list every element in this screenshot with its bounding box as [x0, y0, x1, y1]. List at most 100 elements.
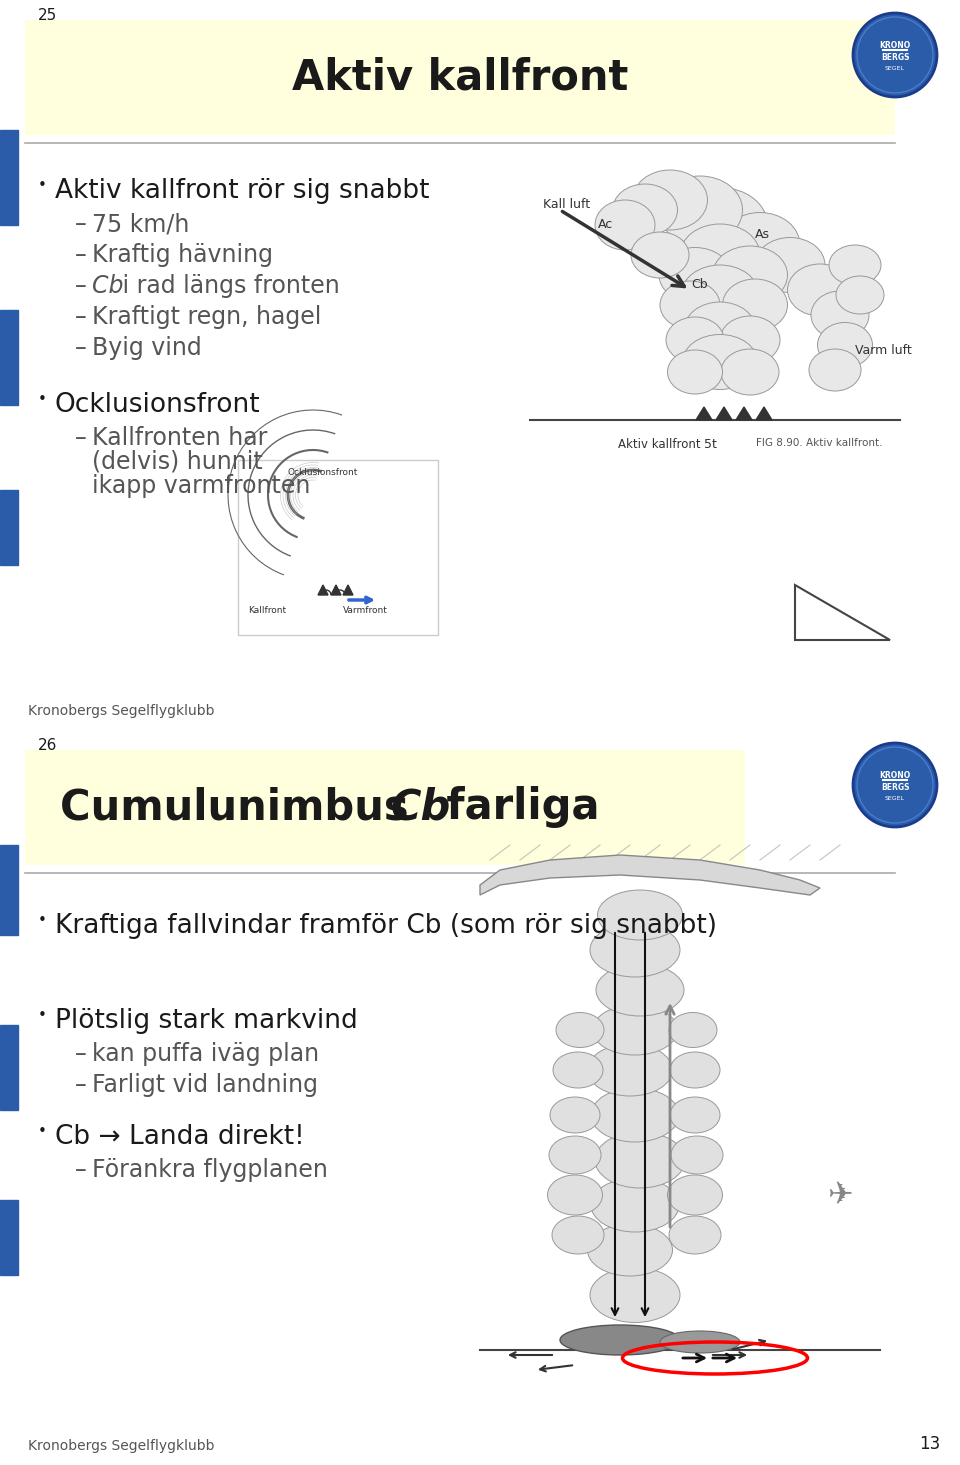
Bar	[20, 0, 955, 730]
Ellipse shape	[670, 1097, 720, 1132]
Text: Cb: Cb	[390, 787, 450, 829]
Text: –: –	[75, 1072, 86, 1097]
Polygon shape	[756, 407, 772, 420]
Ellipse shape	[712, 246, 787, 305]
Ellipse shape	[720, 316, 780, 363]
Text: BERGS: BERGS	[880, 53, 909, 62]
Ellipse shape	[556, 1012, 604, 1047]
Text: Kallfronten har: Kallfronten har	[92, 426, 268, 450]
Ellipse shape	[809, 349, 861, 391]
Ellipse shape	[553, 1052, 603, 1088]
Text: –: –	[75, 1157, 86, 1182]
Ellipse shape	[669, 1012, 717, 1047]
Ellipse shape	[612, 185, 678, 236]
Ellipse shape	[590, 1267, 680, 1323]
Text: (delvis) hunnit: (delvis) hunnit	[92, 450, 263, 475]
Circle shape	[853, 13, 937, 97]
Polygon shape	[716, 407, 732, 420]
Text: 5t: 5t	[704, 438, 716, 451]
Ellipse shape	[631, 231, 689, 278]
Text: KRONO: KRONO	[879, 41, 911, 50]
Text: –: –	[75, 243, 86, 267]
Text: –: –	[75, 335, 86, 360]
Text: Kallfront: Kallfront	[248, 607, 286, 615]
Text: Varmfront: Varmfront	[343, 607, 388, 615]
Text: 13: 13	[919, 1436, 940, 1453]
Ellipse shape	[829, 245, 881, 286]
Text: •: •	[38, 1008, 47, 1023]
Bar	[0, 489, 18, 565]
Ellipse shape	[633, 170, 708, 230]
Text: SEGEL: SEGEL	[885, 66, 905, 72]
Text: ✈: ✈	[828, 1181, 852, 1210]
Polygon shape	[480, 856, 820, 895]
Text: –: –	[75, 274, 86, 297]
Text: –: –	[75, 305, 86, 330]
Ellipse shape	[560, 1324, 680, 1355]
Ellipse shape	[811, 292, 869, 338]
Ellipse shape	[588, 1223, 673, 1276]
Ellipse shape	[549, 1135, 601, 1173]
Text: Förankra flygplanen: Förankra flygplanen	[92, 1157, 328, 1182]
Ellipse shape	[597, 891, 683, 941]
Bar	[20, 730, 955, 1465]
Bar	[238, 460, 438, 634]
Text: Aktiv kallfront rör sig snabbt: Aktiv kallfront rör sig snabbt	[55, 179, 429, 204]
Text: Ocklusionsfront: Ocklusionsfront	[55, 393, 260, 418]
Ellipse shape	[684, 302, 756, 357]
Ellipse shape	[660, 281, 720, 330]
Text: Cb: Cb	[692, 278, 708, 292]
Ellipse shape	[680, 224, 760, 286]
Text: Kronobergs Segelflygklubb: Kronobergs Segelflygklubb	[28, 705, 214, 718]
Ellipse shape	[592, 1005, 678, 1055]
Ellipse shape	[596, 964, 684, 1017]
Ellipse shape	[681, 265, 759, 325]
Ellipse shape	[836, 275, 884, 314]
Ellipse shape	[659, 248, 731, 302]
Text: –: –	[75, 426, 86, 450]
Ellipse shape	[590, 923, 680, 977]
Ellipse shape	[552, 1216, 604, 1254]
Text: SEGEL: SEGEL	[885, 797, 905, 801]
Text: –: –	[75, 1042, 86, 1067]
Text: Kall luft: Kall luft	[543, 198, 590, 211]
Ellipse shape	[547, 1175, 603, 1214]
Ellipse shape	[671, 1135, 723, 1173]
Ellipse shape	[588, 1045, 673, 1096]
Bar	[0, 1200, 18, 1275]
Text: Kraftigt regn, hagel: Kraftigt regn, hagel	[92, 305, 322, 330]
Text: Kraftig hävning: Kraftig hävning	[92, 243, 273, 267]
Text: farliga: farliga	[432, 787, 599, 829]
Ellipse shape	[660, 1332, 740, 1354]
Text: BERGS: BERGS	[880, 782, 909, 791]
Ellipse shape	[595, 1132, 685, 1188]
Text: •: •	[38, 913, 47, 927]
Text: Aktiv kallfront: Aktiv kallfront	[618, 438, 701, 451]
Ellipse shape	[723, 278, 787, 331]
Ellipse shape	[755, 237, 825, 293]
Ellipse shape	[667, 350, 723, 394]
Text: KRONO: KRONO	[879, 771, 911, 779]
Text: 75 km/h: 75 km/h	[92, 212, 189, 236]
Text: 25: 25	[38, 7, 58, 23]
Circle shape	[853, 743, 937, 828]
Ellipse shape	[666, 316, 724, 363]
Bar	[25, 21, 895, 135]
Text: Ocklusionsfront: Ocklusionsfront	[288, 467, 358, 478]
Text: •: •	[38, 1124, 47, 1138]
Text: Cb: Cb	[92, 274, 124, 297]
Ellipse shape	[550, 1097, 600, 1132]
Polygon shape	[318, 585, 328, 595]
Ellipse shape	[721, 349, 779, 396]
Ellipse shape	[818, 322, 873, 368]
Text: Byig vind: Byig vind	[92, 335, 202, 360]
Text: –: –	[75, 212, 86, 236]
Ellipse shape	[591, 1088, 679, 1143]
Text: Cb → Landa direkt!: Cb → Landa direkt!	[55, 1124, 304, 1150]
Text: •: •	[38, 179, 47, 193]
Text: Plötslig stark markvind: Plötslig stark markvind	[55, 1008, 358, 1034]
Polygon shape	[331, 585, 341, 595]
Text: Farligt vid landning: Farligt vid landning	[92, 1072, 318, 1097]
Polygon shape	[696, 407, 712, 420]
Ellipse shape	[673, 188, 767, 262]
